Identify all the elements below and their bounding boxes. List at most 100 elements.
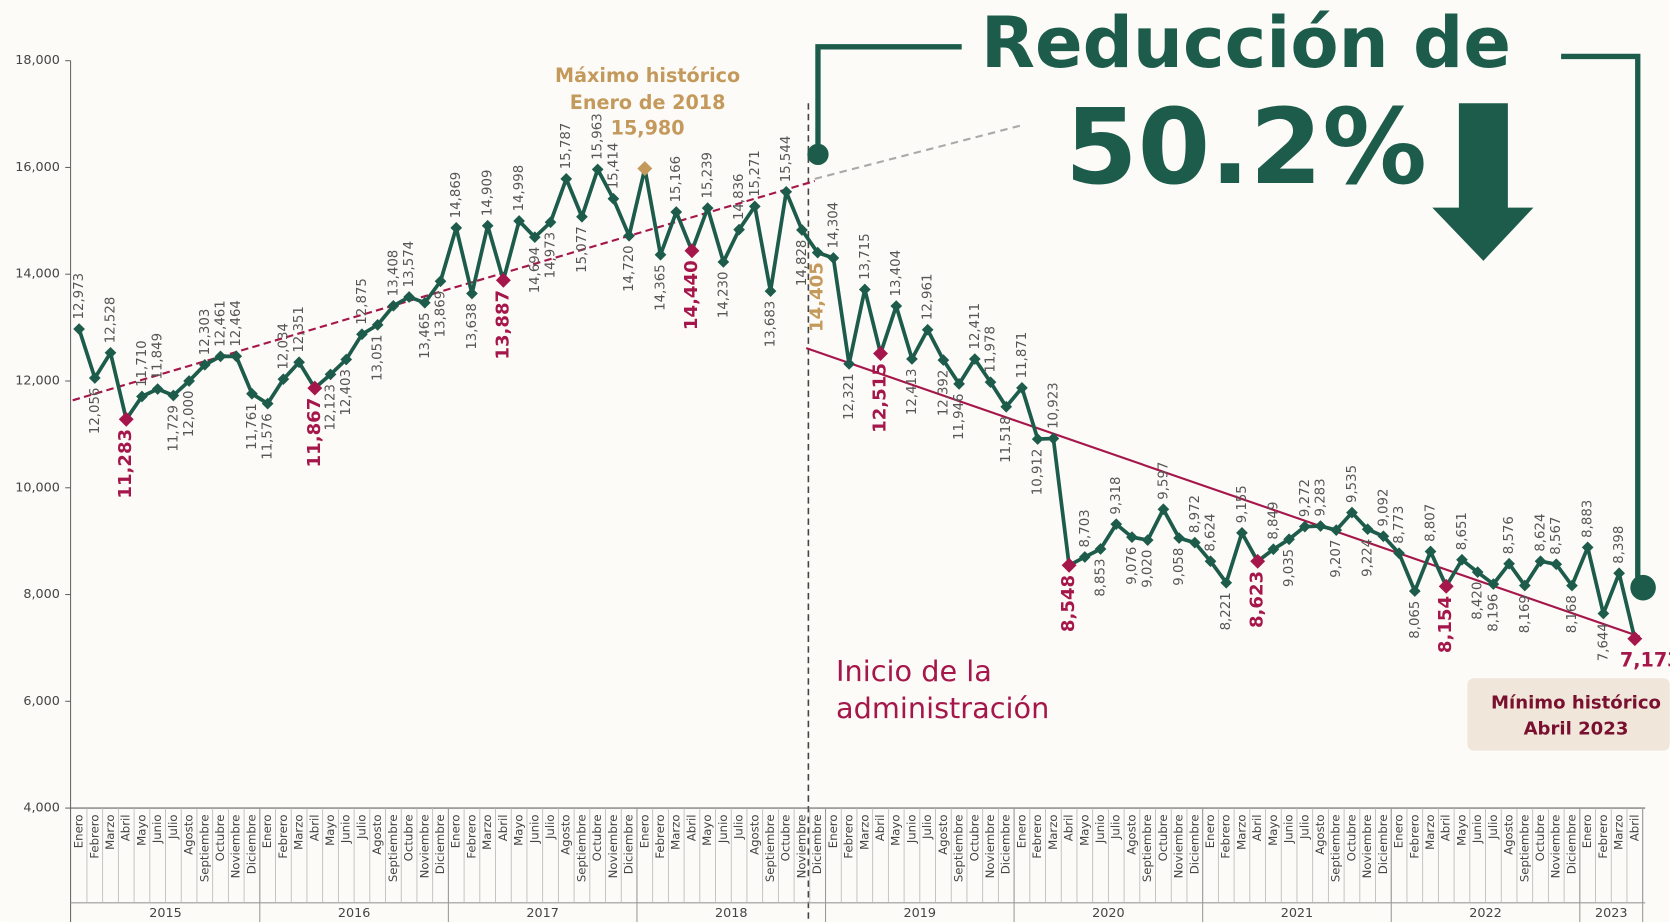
- year-label: 2015: [149, 906, 182, 921]
- max-annotation: Máximo histórico: [555, 64, 740, 87]
- x-tick-label: Septiembre: [574, 814, 588, 882]
- value-label: 12,056: [88, 388, 103, 435]
- start-annotation: administración: [836, 691, 1049, 725]
- value-label: 9,058: [1172, 548, 1187, 586]
- value-label: 12,351: [292, 306, 307, 353]
- x-tick-label: Diciembre: [1376, 814, 1390, 874]
- value-label: 12,411: [968, 303, 983, 350]
- value-label: 8,972: [1188, 495, 1203, 533]
- x-tick-label: Diciembre: [622, 814, 636, 874]
- x-tick-label: Agosto: [559, 814, 573, 854]
- marker: [1627, 631, 1643, 647]
- value-label: 14,973: [544, 232, 559, 279]
- value-label: 14,405: [807, 262, 828, 332]
- value-label: 14,440: [681, 260, 702, 330]
- x-tick-label: Febrero: [276, 814, 290, 858]
- value-label: 13,683: [764, 301, 779, 348]
- marker: [387, 299, 400, 312]
- value-label: 15,787: [559, 123, 574, 170]
- x-tick-label: Abril: [1627, 814, 1641, 841]
- value-label: 9,597: [1156, 462, 1171, 500]
- x-tick-label: Noviembre: [1549, 814, 1563, 878]
- marker: [324, 368, 337, 381]
- value-label: 14,869: [449, 172, 464, 219]
- year-label: 2022: [1469, 906, 1502, 921]
- x-tick-label: Enero: [1580, 814, 1594, 848]
- year-label: 2019: [904, 906, 936, 921]
- marker: [1110, 518, 1123, 531]
- marker: [1597, 607, 1610, 620]
- y-tick-label: 18,000: [15, 53, 60, 68]
- marker: [968, 353, 981, 365]
- x-tick-label: Octubre: [1344, 814, 1358, 861]
- marker: [151, 383, 164, 395]
- value-label: 14,304: [826, 202, 841, 249]
- value-label: 7,644: [1596, 623, 1611, 661]
- x-tick-label: Abril: [1250, 814, 1264, 841]
- value-label: 12,303: [198, 309, 213, 356]
- x-tick-label: Enero: [449, 814, 463, 848]
- marker: [1613, 567, 1625, 580]
- value-label: 12,461: [214, 300, 229, 347]
- y-tick-label: 12,000: [15, 373, 60, 388]
- x-tick-label: Marzo: [103, 814, 117, 849]
- x-tick-label: Febrero: [653, 814, 667, 858]
- headline-value: 50.2%: [1065, 86, 1427, 208]
- y-tick-label: 4,000: [23, 801, 60, 816]
- x-tick-label: Marzo: [1423, 814, 1437, 849]
- marker: [1220, 576, 1233, 589]
- x-tick-label: Marzo: [1612, 814, 1626, 849]
- value-label: 12,875: [355, 278, 370, 325]
- marker: [371, 319, 384, 331]
- x-tick-label: Mayo: [512, 814, 526, 845]
- marker: [198, 358, 211, 371]
- marker: [1346, 506, 1358, 519]
- x-tick-label: Abril: [496, 814, 510, 841]
- value-label: 15,239: [701, 152, 716, 199]
- marker: [873, 346, 888, 361]
- x-tick-label: Octubre: [779, 814, 793, 861]
- value-label: 8,651: [1455, 512, 1470, 550]
- x-tick-label: Abril: [307, 814, 321, 841]
- value-label: 11,710: [135, 340, 150, 387]
- value-label: 12,403: [339, 369, 354, 416]
- max-value-label: 15,980: [611, 116, 685, 139]
- x-tick-label: Marzo: [1046, 814, 1060, 849]
- marker: [684, 243, 700, 259]
- x-tick-label: Enero: [72, 814, 86, 848]
- marker: [701, 202, 714, 214]
- value-label: 11,518: [999, 416, 1014, 463]
- value-label: 8,773: [1392, 506, 1407, 544]
- value-label: 8,169: [1518, 595, 1533, 633]
- value-label: 13,465: [418, 312, 433, 359]
- y-tick-label: 10,000: [15, 480, 60, 495]
- value-label: 9,272: [1298, 479, 1313, 517]
- marker: [307, 380, 323, 396]
- x-tick-label: Noviembre: [417, 814, 431, 878]
- x-tick-label: Marzo: [857, 814, 871, 849]
- year-label: 2018: [715, 906, 748, 921]
- x-tick-label: Diciembre: [433, 814, 447, 874]
- year-label: 2021: [1281, 906, 1314, 921]
- x-tick-label: Septiembre: [1517, 814, 1531, 882]
- year-label: 2017: [526, 906, 559, 921]
- x-tick-label: Febrero: [1219, 814, 1233, 858]
- marker: [277, 373, 290, 386]
- marker: [356, 328, 368, 341]
- marker: [748, 200, 761, 213]
- x-tick-label: Octubre: [1533, 814, 1547, 861]
- value-label: 11,978: [984, 326, 999, 373]
- marker: [528, 231, 541, 244]
- marker: [1000, 400, 1013, 413]
- marker: [953, 378, 965, 390]
- value-label: 10,912: [1031, 449, 1046, 496]
- x-tick-label: Agosto: [936, 814, 950, 854]
- value-label: 8,420: [1471, 582, 1486, 620]
- x-tick-label: Mayo: [323, 814, 337, 845]
- marker: [1377, 530, 1390, 543]
- value-label: 15,544: [779, 136, 794, 183]
- x-tick-label: Octubre: [402, 814, 416, 861]
- marker: [183, 375, 195, 387]
- year-label: 2023: [1595, 906, 1627, 921]
